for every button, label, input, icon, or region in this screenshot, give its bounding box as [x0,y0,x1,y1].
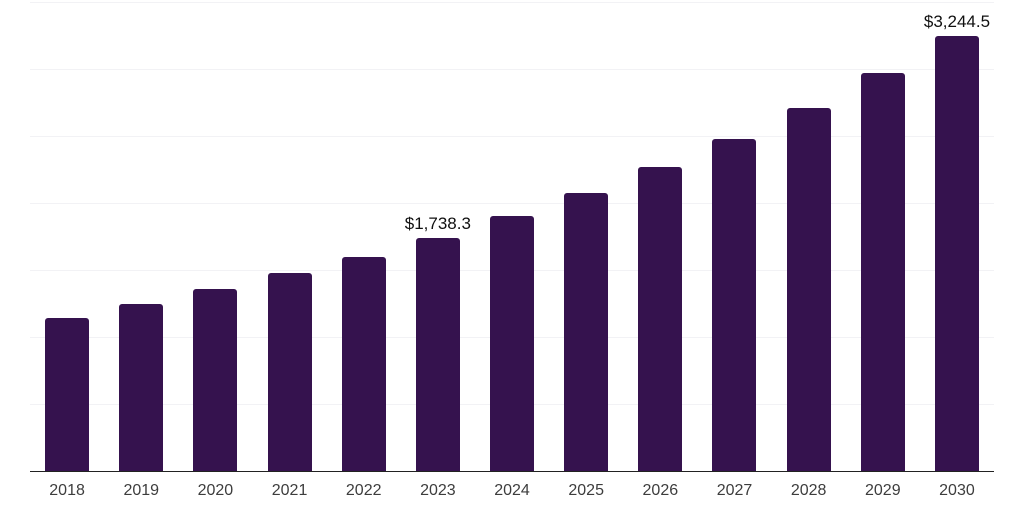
bar-value-label-2030: $3,244.5 [923,12,991,32]
bar-slot-2025 [549,2,623,471]
bar-slot-2028 [772,2,846,471]
gridline-3500 [30,2,994,3]
x-tick-2021: 2021 [271,482,308,499]
bar-slot-2024 [475,2,549,471]
bar-slot-2026 [623,2,697,471]
bar-2026[interactable] [638,166,683,471]
bar-value-label-2023: $1,738.3 [404,214,471,234]
x-tick-2020: 2020 [197,482,234,499]
x-tick-2028: 2028 [790,482,827,499]
bar-2020[interactable] [193,289,238,471]
x-tick-2018: 2018 [49,482,85,499]
bar-2019[interactable] [119,303,164,471]
x-tick-2029: 2029 [865,482,901,499]
gridline-2000 [30,202,994,204]
bars-row: $1,738.3 $3,244.5 [30,2,994,471]
bar-2030[interactable] [934,36,979,471]
bar-2023[interactable] [415,238,460,471]
bar-2025[interactable] [564,192,609,471]
x-tick-2027: 2027 [716,482,753,499]
bar-2021[interactable] [267,273,312,471]
bar-slot-2023: $1,738.3 [401,2,475,471]
bar-2024[interactable] [490,216,535,471]
bar-slot-2021 [252,2,326,471]
bar-slot-2027 [697,2,771,471]
bar-2027[interactable] [712,138,757,471]
bar-2029[interactable] [860,73,905,471]
bar-slot-2020 [178,2,252,471]
gridline-3000 [30,69,994,70]
x-tick-2030: 2030 [939,482,975,499]
bar-slot-2018 [30,2,104,471]
bar-slot-2030: $3,244.5 [920,2,994,471]
x-tick-2026: 2026 [642,482,679,499]
bar-2028[interactable] [786,107,831,471]
gridline-2500 [30,135,994,137]
x-tick-2019: 2019 [123,482,160,499]
bar-slot-2029 [846,2,920,471]
plot-area: $1,738.3 $3,244.5 [30,2,994,472]
bar-slot-2019 [104,2,178,471]
x-axis: 2018 2019 2020 2021 2022 2023 2024 2025 2026 2027… [30,481,994,500]
bar-slot-2022 [327,2,401,471]
x-tick-2024: 2024 [494,482,530,499]
x-tick-2025: 2025 [568,482,604,499]
x-tick-2022: 2022 [345,482,382,499]
bar-2018[interactable] [45,317,90,471]
x-tick-2023: 2023 [420,482,456,499]
bar-2022[interactable] [341,256,386,471]
